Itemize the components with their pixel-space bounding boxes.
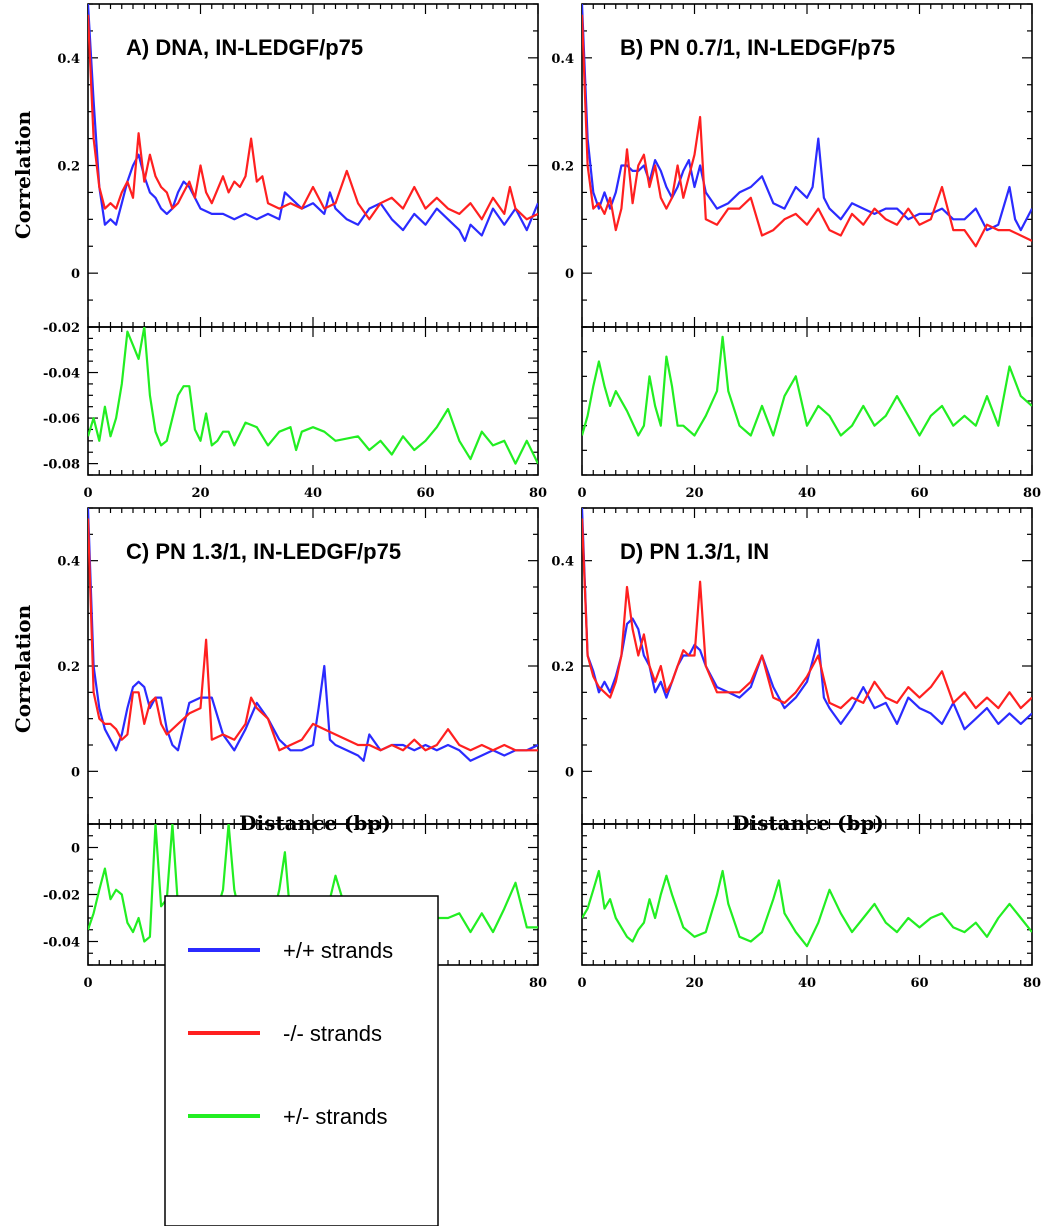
lower-series-line [582,335,1032,437]
lower-frame [581,326,1033,476]
upper-ytick-label: 0.4 [551,52,574,67]
upper-series-line [582,14,1032,248]
upper-series-line [88,508,538,762]
lower-series-line [88,327,538,465]
ylabel-top: Correlation [11,110,35,239]
xtick-label: 0 [577,976,586,991]
xlabel-right: Distance (bp) [732,811,884,835]
xtick-label: 80 [1023,976,1041,991]
xtick-label: 80 [529,976,547,991]
lower-ytick-label: -0.08 [43,458,80,473]
ylabel-bottom: Correlation [11,604,35,733]
upper-series-line [582,4,1032,232]
panel-title: C) PN 1.3/1, IN-LEDGF/p75 [126,539,401,564]
upper-ytick-label: 0.4 [57,52,80,67]
lower-ytick-label: -0.04 [43,936,80,951]
upper-series-line [88,14,538,221]
xtick-label: 60 [416,486,434,501]
upper-series-line [88,518,538,752]
xtick-label: 0 [577,486,586,501]
panel-3: 0 0.2 0.4 0 20 40 60 80 D) PN 1.3/1, IN [551,507,1041,991]
xlabel-left: Distance (bp) [239,811,391,835]
upper-ytick-label: 0.2 [57,160,80,175]
xtick-label: 0 [83,486,92,501]
panel-0: 00.20.4-0.02-0.04-0.06-0.080 20 40 60 80A) D… [43,3,547,501]
legend-label-plus-minus: +/- strands [283,1104,388,1129]
lower-ytick-label: -0.02 [43,321,80,336]
xtick-label: 40 [798,486,816,501]
upper-ytick-label: 0 [71,765,80,780]
upper-ytick-label: 0 [565,267,574,282]
panel-title: D) PN 1.3/1, IN [620,539,769,564]
upper-ytick-label: 0.4 [551,555,574,570]
xtick-label: 80 [529,486,547,501]
upper-ytick-label: 0 [71,267,80,282]
lower-ytick-label: -0.06 [43,412,80,427]
xtick-label: 40 [798,976,816,991]
panel-1: 0 0.2 0.4 0 20 40 60 80 B) PN 0.7/1, IN-LEDGF/p7… [551,3,1041,501]
upper-ytick-label: 0 [565,765,574,780]
upper-ytick-label: 0.4 [57,555,80,570]
lower-ytick-label: 0 [71,842,80,857]
lower-ytick-label: -0.02 [43,889,80,904]
panel-title: B) PN 0.7/1, IN-LEDGF/p75 [620,35,895,60]
xtick-label: 60 [910,486,928,501]
chart-panels: 00.20.4-0.02-0.04-0.06-0.080 20 40 60 80A) D… [43,3,1041,991]
upper-ytick-label: 0.2 [57,660,80,675]
xtick-label: 80 [1023,486,1041,501]
panel-title: A) DNA, IN-LEDGF/p75 [126,35,363,60]
xtick-label: 20 [685,486,703,501]
xtick-label: 60 [910,976,928,991]
upper-series-line [582,518,1032,710]
xtick-label: 40 [304,486,322,501]
legend-label-plus-plus: +/+ strands [283,938,393,963]
xtick-label: 20 [191,486,209,501]
xtick-label: 0 [83,976,92,991]
xtick-label: 20 [685,976,703,991]
legend: +/+ strands -/- strands +/- strands [164,895,439,1226]
lower-series-line [582,869,1032,948]
upper-ytick-label: 0.2 [551,160,574,175]
lower-ytick-label: -0.04 [43,367,80,382]
legend-label-minus-minus: -/- strands [283,1021,382,1046]
lower-frame [87,326,539,476]
upper-ytick-label: 0.2 [551,660,574,675]
